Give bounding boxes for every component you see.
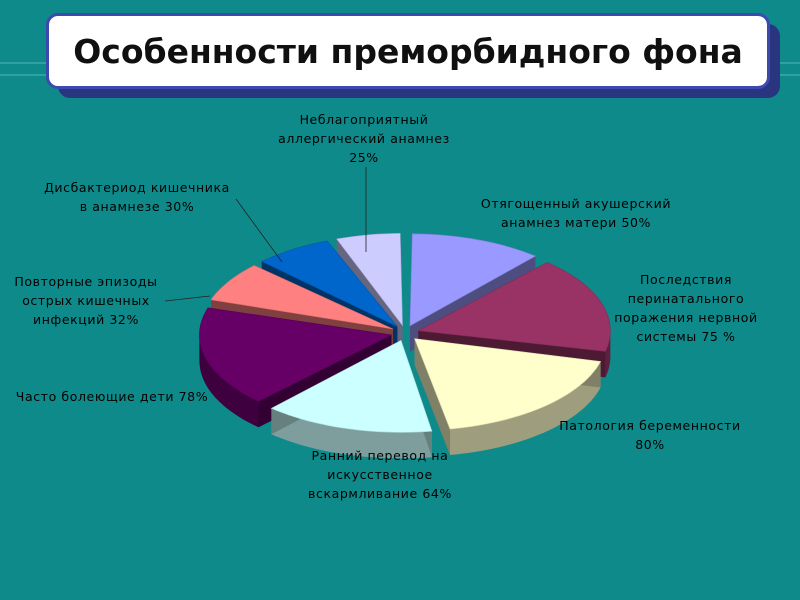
slice-label-line: Часто болеющие дети 78% [15,389,209,404]
slice-label: Часто болеющие дети 78% [8,387,216,406]
slice-label-line: перинатального [627,291,745,306]
pie-slice [270,339,433,459]
pie-slice-top [417,262,611,352]
label-leader-line [164,295,211,302]
pie-slice-top [414,338,602,430]
slice-label-line: Неблагоприятный [299,112,429,127]
slice-label-line: Ранний перевод на [311,448,449,463]
slice-label-line: Патология беременности [559,418,741,433]
pie-slice [414,338,602,456]
slice-label: Отягощенный акушерский анамнез матери 50… [466,194,686,232]
slice-label-line: 25% [349,150,379,165]
slice-label: Повторные эпизоды острых кишечных инфекц… [4,272,168,329]
slide-title: Особенности преморбидного фона [73,31,743,71]
pie-slice-top [260,240,398,327]
slice-label: Патология беременности 80% [545,416,755,454]
slice-label-line: Дисбактериод кишечника [44,180,230,195]
slice-label-line: в анамнезе 30% [79,199,195,214]
pie-slice-side [605,330,611,378]
slice-label-line: вскармливание 64% [308,486,452,501]
pie-slice-top [270,339,433,433]
pie-slice-top [199,307,393,402]
slice-label-line: поражения нервной [614,310,758,325]
pie-slice-side [450,361,601,455]
slice-label: Неблагоприятный аллергический анамнез 25… [262,110,466,167]
title-box: Особенности преморбидного фона [46,13,770,89]
pie-slice-top [409,233,537,327]
slice-label-line: инфекций 32% [33,312,139,327]
label-leader-line [235,198,283,263]
slice-label-line: Последствия [639,272,732,287]
slice-label-line: Повторные эпизоды [14,274,158,289]
slice-label-line: острых кишечных [22,293,150,308]
slice-label-line: анамнез матери 50% [500,215,652,230]
pie-slice-edge [414,338,451,456]
slice-label-line: системы 75 % [636,329,736,344]
slice-label: Дисбактериод кишечника в анамнезе 30% [32,178,242,216]
slice-label-line: 80% [635,437,665,452]
pie-slice-side [271,408,432,459]
pie-slice-top [210,265,394,330]
slice-label-line: Отягощенный акушерский [480,196,672,211]
slice-label-line: искусственное [327,467,433,482]
pie-slice-side [199,334,259,428]
slice-label-line: аллергический анамнез [278,131,450,146]
slice-label: Последствия перинатального поражения нер… [604,270,768,346]
pie-slice-top [336,233,403,327]
slice-label: Ранний перевод на искусственное вскармли… [290,446,470,503]
